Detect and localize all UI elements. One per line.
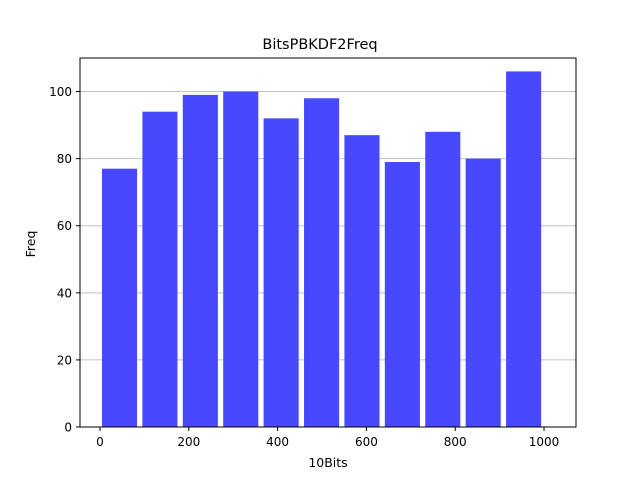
axis-ticks: 0 200 400 600 800 1000 0 20 40 60 80 100 <box>49 85 559 449</box>
bars <box>101 71 542 428</box>
y-axis-label: Freq <box>23 231 38 258</box>
y-tick-label-80: 80 <box>57 152 72 166</box>
bar-9 <box>465 158 501 428</box>
x-tick-label-1000: 1000 <box>529 435 560 449</box>
x-axis-label: 10Bits <box>308 455 347 470</box>
x-tick-label-600: 600 <box>355 435 378 449</box>
y-tick-label-40: 40 <box>57 286 72 300</box>
x-tick-label-400: 400 <box>266 435 289 449</box>
x-tick-label-800: 800 <box>444 435 467 449</box>
bar-3 <box>223 91 259 427</box>
y-tick-label-100: 100 <box>49 85 72 99</box>
y-tick-label-60: 60 <box>57 219 72 233</box>
chart-title: BitsPBKDF2Freq <box>262 37 377 53</box>
bar-2 <box>182 94 218 428</box>
x-tick-label-0: 0 <box>96 435 104 449</box>
bar-8 <box>425 131 461 428</box>
bar-5 <box>304 98 340 427</box>
bar-10 <box>506 71 542 427</box>
bar-1 <box>142 111 178 427</box>
y-tick-label-0: 0 <box>64 421 72 435</box>
x-tick-label-200: 200 <box>177 435 200 449</box>
y-tick-label-20: 20 <box>57 353 72 367</box>
bar-0 <box>101 168 138 427</box>
bar-4 <box>263 118 299 427</box>
bar-6 <box>344 135 380 427</box>
plot-frame <box>79 57 577 428</box>
bar-7 <box>384 161 420 427</box>
